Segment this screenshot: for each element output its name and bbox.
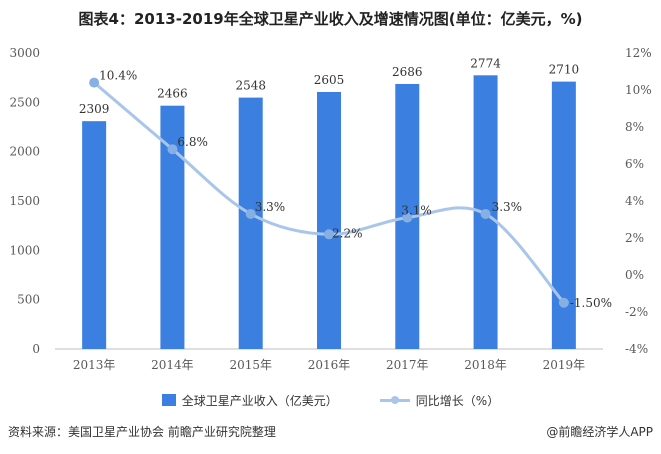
- legend-swatch-line: [379, 394, 410, 406]
- legend-label-revenue: 全球卫星产业收入（亿美元）: [181, 393, 338, 408]
- revenue-bar-label: 2686: [392, 65, 423, 79]
- growth-label: 3.3%: [492, 200, 522, 214]
- growth-point: [245, 208, 256, 219]
- revenue-bar-label: 2774: [470, 56, 501, 70]
- legend-item-growth: 同比增长（%）: [379, 392, 500, 409]
- y-left-tick-label: 2500: [9, 95, 40, 109]
- growth-label: 3.1%: [401, 204, 432, 218]
- credit-note: @前瞻经济学人APP: [546, 425, 653, 439]
- revenue-bar: [317, 91, 341, 350]
- y-left-tick-label: 500: [17, 293, 40, 307]
- x-tick-label: 2015年: [229, 358, 272, 372]
- y-left-tick-label: 1500: [9, 194, 40, 208]
- y-right-tick-label: 8%: [625, 120, 644, 134]
- legend: 全球卫星产业收入（亿美元） 同比增长（%）: [0, 390, 661, 410]
- growth-point: [402, 212, 413, 223]
- growth-label: 10.4%: [99, 69, 137, 83]
- x-tick-label: 2013年: [73, 358, 116, 372]
- y-left-tick-label: 1000: [9, 243, 40, 257]
- y-left-tick-label: 2000: [9, 145, 40, 159]
- growth-point: [558, 297, 569, 308]
- legend-swatch-bar: [161, 394, 176, 406]
- revenue-bar: [82, 121, 107, 349]
- x-tick-label: 2017年: [386, 358, 429, 372]
- revenue-bar-label: 2466: [157, 87, 188, 101]
- y-left-tick-label: 0: [32, 342, 40, 356]
- y-right-tick-label: 12%: [625, 46, 652, 60]
- x-tick-label: 2016年: [308, 358, 351, 372]
- legend-item-revenue: 全球卫星产业收入（亿美元）: [161, 392, 338, 409]
- growth-label: -1.50%: [570, 296, 612, 310]
- chart-title: 图表4：2013-2019年全球卫星产业收入及增速情况图(单位：亿美元，%): [78, 10, 583, 28]
- y-right-tick-label: 4%: [625, 194, 644, 208]
- growth-point: [324, 229, 334, 240]
- source-note: 资料来源：美国卫星产业协会 前瞻产业研究院整理: [8, 425, 276, 439]
- x-tick-label: 2018年: [464, 358, 507, 372]
- growth-point: [167, 144, 178, 155]
- x-tick-label: 2019年: [543, 358, 586, 372]
- y-right-tick-label: 0%: [625, 268, 644, 282]
- growth-label: 2.2%: [332, 226, 363, 240]
- x-tick-label: 2014年: [151, 358, 194, 372]
- legend-label-growth: 同比增长（%）: [415, 393, 500, 408]
- y-left-tick-label: 3000: [9, 46, 40, 60]
- y-right-tick-label: -4%: [625, 342, 648, 356]
- y-right-tick-label: -2%: [625, 305, 648, 319]
- y-right-tick-label: 2%: [625, 231, 644, 245]
- revenue-bar-label: 2605: [314, 73, 345, 87]
- revenue-bar: [238, 97, 263, 349]
- y-right-tick-label: 6%: [625, 157, 644, 171]
- growth-point: [480, 208, 491, 219]
- growth-label: 3.3%: [255, 200, 286, 214]
- growth-label: 6.8%: [177, 135, 208, 149]
- y-right-tick-label: 10%: [625, 83, 652, 97]
- revenue-bar-label: 2548: [235, 79, 266, 93]
- revenue-bar-label: 2710: [549, 63, 580, 77]
- growth-point: [89, 77, 100, 88]
- revenue-bar-label: 2309: [79, 102, 110, 116]
